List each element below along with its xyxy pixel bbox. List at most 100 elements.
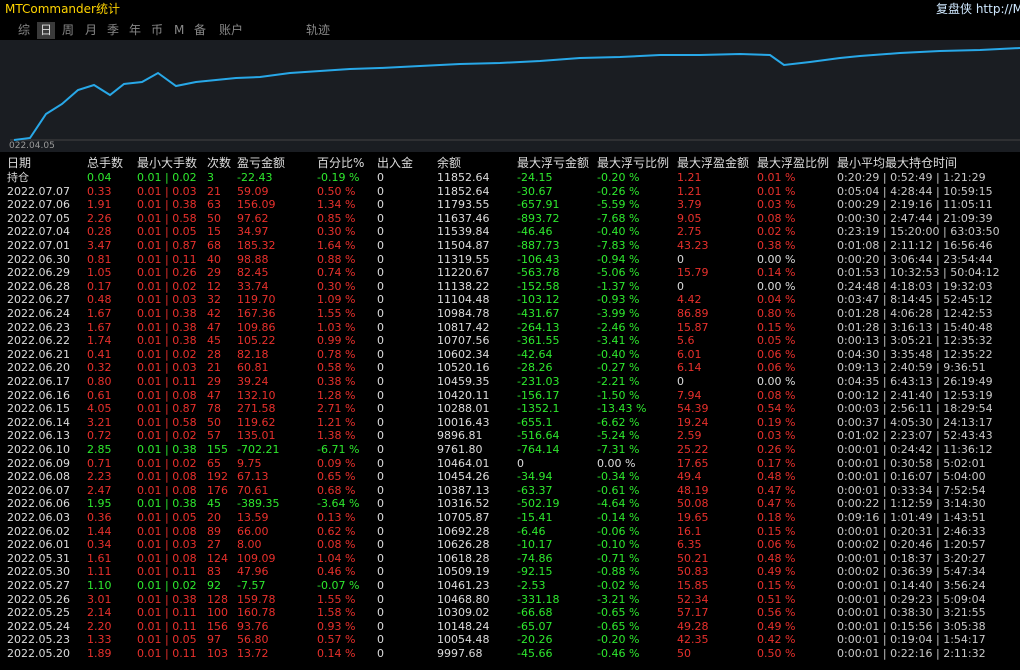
table-cell: 0.01 | 0.02 [137,279,197,293]
tab[interactable]: M [174,23,185,37]
table-cell: 47 [207,320,221,334]
table-cell: 10520.16 [437,361,490,375]
tab[interactable]: 周 [62,23,75,37]
table-cell: 0.48 % [757,551,796,565]
table-cell: 1.95 [87,497,112,511]
table-cell: 0.48 [87,293,112,307]
table-cell: 0.48 % [757,470,796,484]
table-cell: -45.66 [517,647,553,660]
table-cell: 0 [377,402,384,416]
table-cell: 0.01 | 0.58 [137,415,197,429]
table-cell: 0.01 | 0.03 [137,538,197,552]
tab[interactable]: 轨迹 [306,23,331,37]
table-cell: 2022.06.08 [7,470,70,484]
table-cell: 2022.06.06 [7,497,70,511]
table-cell: 0.01 | 0.38 [137,198,197,212]
table-cell: 57 [207,429,221,443]
tab[interactable]: 年 [129,23,142,37]
table-cell: 70.61 [237,483,269,497]
table-cell: -42.64 [517,347,553,361]
table-cell: 0 [377,579,384,592]
table-cell: 0:01:28 | 4:06:28 | 12:42:53 [837,307,993,320]
table-cell: 0.38 % [757,239,796,252]
table-cell: 0.18 % [757,511,796,524]
table-cell: 97.62 [237,211,269,225]
table-cell: 0:04:35 | 6:43:13 | 26:19:49 [837,375,993,388]
table-cell: 10626.28 [437,538,490,552]
tab[interactable]: 季 [107,23,120,37]
table-cell: 2.14 [87,606,112,620]
table-cell: 0 [377,361,384,375]
table-cell: 105.22 [237,334,276,348]
window-title: MTCommander统计 [5,2,120,16]
table-cell: 0:04:30 | 3:35:48 | 12:35:22 [837,347,993,361]
table-cell: 10509.19 [437,565,490,579]
tab[interactable]: 月 [85,23,98,37]
table-cell: -63.37 [517,483,553,497]
table-cell: 192 [207,470,228,484]
table-cell: 0:00:01 | 0:22:16 | 2:11:32 [837,647,986,660]
table-cell: -28.26 [517,361,553,375]
tab[interactable]: 综 [18,23,31,37]
table-cell: 0.01 | 0.38 [137,334,197,348]
table-cell: 2022.06.02 [7,524,70,538]
table-cell: 0.01 | 0.38 [137,320,197,334]
table-cell: 0.01 | 0.08 [137,470,197,484]
table-cell: -502.19 [517,497,560,511]
table-cell: 42 [207,307,221,320]
table-cell: -3.64 % [317,497,360,511]
tab[interactable]: 币 [151,23,164,37]
table-cell: 48.19 [677,483,709,497]
tab[interactable]: 账户 [219,23,244,37]
column-header: 最大浮盈比例 [757,156,830,170]
table-cell: 16.1 [677,524,702,538]
table-cell: -361.55 [517,334,560,348]
table-cell: 0 [377,511,384,524]
column-header: 最小大手数 [137,156,198,170]
table-cell: 0.33 [87,184,112,198]
table-cell: 0.72 [87,429,112,443]
table-cell: 33.74 [237,279,269,293]
table-cell: 0.13 % [317,511,356,524]
table-cell: 2022.07.05 [7,211,70,225]
table-cell: 0.00 % [757,375,796,388]
table-cell: 10461.23 [437,579,490,592]
table-cell: 0:00:01 | 0:20:31 | 2:46:33 [837,524,986,538]
table-cell: 57.17 [677,606,709,620]
table-cell: 271.58 [237,402,276,416]
table-cell: 20 [207,511,221,524]
table-cell: 0.28 [87,225,112,239]
tab[interactable]: 备 [194,23,207,37]
table-cell: 10054.48 [437,633,490,647]
table-cell: 1.89 [87,647,112,660]
table-cell: 1.67 [87,320,112,334]
table-cell: 5.6 [677,334,695,348]
column-header: 日期 [7,156,32,170]
table-cell: 0.01 | 0.05 [137,225,197,239]
table-cell: 1.05 [87,266,112,280]
table-cell: 0 [377,198,384,212]
chart-bg [0,40,1020,152]
table-cell: 11793.55 [437,198,490,212]
column-header: 盈亏金额 [237,156,286,170]
table-cell: 0 [377,252,384,266]
table-cell: 0.01 | 0.11 [137,619,197,633]
tab[interactable]: 日 [37,22,56,39]
table-cell: 119.70 [237,293,276,307]
table-cell: 11852.64 [437,184,490,198]
table-cell: 0.01 | 0.02 [137,429,197,443]
table-cell: 0.46 % [317,565,356,579]
table-cell: 0.58 % [317,361,356,375]
table-cell: 0.65 % [317,470,356,484]
table-cell: 0:20:29 | 0:52:49 | 1:21:29 [837,171,986,184]
table-cell: 0 [377,592,384,606]
table-cell: 0.02 % [757,225,796,239]
table-cell: -3.99 % [597,307,640,320]
table-cell: 2022.06.10 [7,443,70,456]
table-cell: 2022.06.23 [7,320,70,334]
column-header: 出入金 [377,156,414,170]
table-cell: 3.79 [677,198,702,212]
table-cell: 1.38 % [317,429,356,443]
table-cell: 10420.11 [437,388,490,402]
table-cell: 0.38 % [317,375,356,388]
